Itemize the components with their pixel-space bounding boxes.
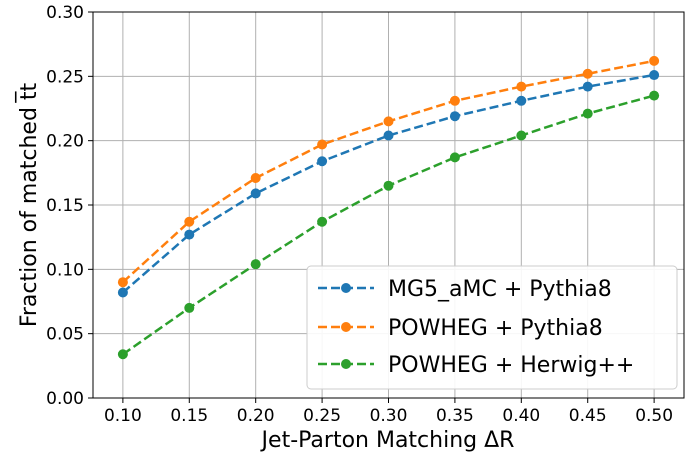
data-point xyxy=(449,95,460,106)
data-point xyxy=(184,216,195,227)
legend-label: POWHEG + Herwig++ xyxy=(388,353,634,378)
data-point xyxy=(250,172,261,183)
legend-items: MG5_aMC + Pythia8 POWHEG + Pythia8 POWHEG … xyxy=(318,277,634,378)
legend-item: POWHEG + Herwig++ xyxy=(318,353,634,378)
x-axis-title: Jet-Parton Matching ΔR xyxy=(260,428,515,452)
x-tick-label: 0.45 xyxy=(569,406,607,426)
data-point xyxy=(582,108,593,119)
axis-ticks: 0.10 0.15 0.20 0.25 0.30 0.35 0.40 0.45 0.50 0.00… xyxy=(46,3,673,426)
y-tick-label: 0.10 xyxy=(46,260,84,280)
y-tick-label: 0.25 xyxy=(46,67,84,87)
series-1 xyxy=(117,70,660,298)
data-point xyxy=(250,188,261,199)
y-tick-label: 0.00 xyxy=(46,389,84,409)
legend-swatch-marker xyxy=(341,359,351,369)
data-point xyxy=(184,302,195,313)
x-tick-label: 0.35 xyxy=(436,406,474,426)
series-layer xyxy=(117,55,660,360)
x-axis-title-main: Jet-Parton Matching ΔR xyxy=(260,428,515,452)
x-tick-label: 0.15 xyxy=(170,406,208,426)
x-tick-label: 0.30 xyxy=(370,406,408,426)
series-2 xyxy=(117,55,660,288)
data-point xyxy=(117,287,128,298)
legend-item: MG5_aMC + Pythia8 xyxy=(318,277,612,302)
legend-item: POWHEG + Pythia8 xyxy=(318,316,603,341)
data-point xyxy=(516,130,527,141)
y-tick-label: 0.05 xyxy=(46,325,84,345)
x-tick-label: 0.10 xyxy=(104,406,142,426)
data-point xyxy=(383,116,394,127)
data-point xyxy=(649,55,660,66)
y-tick-label: 0.15 xyxy=(46,196,84,216)
x-tick-label: 0.20 xyxy=(237,406,275,426)
x-tick-label: 0.40 xyxy=(502,406,540,426)
y-tick-label: 0.30 xyxy=(46,3,84,23)
y-axis-title-main: Fraction of matched t̅t xyxy=(15,82,42,327)
legend-label: MG5_aMC + Pythia8 xyxy=(388,277,612,302)
data-point xyxy=(383,180,394,191)
data-point xyxy=(317,139,328,150)
data-point xyxy=(649,70,660,81)
series-3 xyxy=(117,90,660,360)
data-point xyxy=(317,216,328,227)
y-axis-title: Fraction of matched t̅t xyxy=(15,82,42,327)
legend-box xyxy=(306,265,678,390)
data-point xyxy=(582,81,593,92)
data-point xyxy=(383,130,394,141)
data-point xyxy=(516,81,527,92)
data-point xyxy=(184,229,195,240)
data-point xyxy=(317,156,328,167)
data-point xyxy=(582,68,593,79)
x-tick-label: 0.50 xyxy=(635,406,673,426)
data-point xyxy=(449,111,460,122)
legend-swatch-marker xyxy=(341,283,351,293)
data-point xyxy=(117,349,128,360)
data-point xyxy=(649,90,660,101)
data-point xyxy=(250,259,261,270)
x-tick-label: 0.25 xyxy=(303,406,341,426)
legend-swatch-marker xyxy=(341,322,351,332)
y-tick-label: 0.20 xyxy=(46,132,84,152)
legend-label: POWHEG + Pythia8 xyxy=(388,316,603,341)
data-point xyxy=(516,95,527,106)
data-point xyxy=(449,152,460,163)
legend: MG5_aMC + Pythia8 POWHEG + Pythia8 POWHEG … xyxy=(306,265,678,390)
data-point xyxy=(117,277,128,288)
